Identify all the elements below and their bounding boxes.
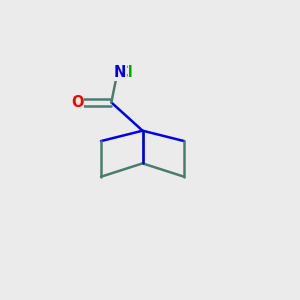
Text: O: O — [71, 95, 83, 110]
Text: Cl: Cl — [117, 65, 133, 80]
Text: N: N — [114, 65, 127, 80]
